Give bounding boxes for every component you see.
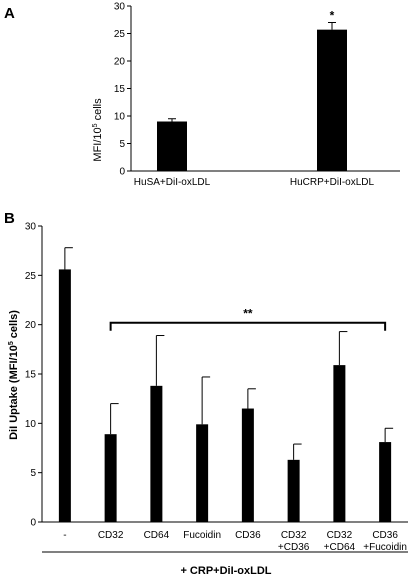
panel-b-y-tick-label: 15 bbox=[25, 370, 37, 381]
panel-b-bar bbox=[333, 365, 346, 522]
panel-b-bar bbox=[150, 385, 163, 522]
panel-b-bar bbox=[241, 408, 254, 522]
panel-b-y-tick-label: 25 bbox=[25, 271, 37, 282]
panel-b-x-axis-label: + CRP+DiI-oxLDL bbox=[180, 565, 271, 577]
panel-b-bar bbox=[58, 269, 71, 522]
panel-b-category-label: - bbox=[63, 530, 66, 541]
panel-a-y-tick-label: 5 bbox=[119, 139, 125, 150]
panel-b-significance-bracket bbox=[109, 321, 387, 331]
panel-b-y-tick-label: 20 bbox=[25, 320, 37, 331]
panel-a-y-tick-label: 0 bbox=[119, 167, 125, 178]
panel-a-y-axis-title: MFI/105 cells bbox=[92, 98, 104, 162]
panel-b-y-tick-label: 10 bbox=[25, 419, 37, 430]
panel-b-bar bbox=[196, 424, 209, 522]
panel-b-category-label: CD32 +CD36 bbox=[278, 530, 310, 553]
panel-a-label: A bbox=[4, 5, 15, 22]
panel-b-category-label: Fucoidin bbox=[183, 530, 221, 541]
panel-a-bar-chart: 0 5 10 15 20 25 30 HuSA+DiI-oxLDL HuCRP+DiI-oxLD… bbox=[114, 2, 400, 188]
panel-b-bar-chart: 0 5 10 15 20 25 30 - CD32 CD64 Fucoidin CD36 CD32 +CD… bbox=[25, 222, 408, 553]
panel-a-y-tick-label: 20 bbox=[114, 57, 126, 68]
panel-a-category-label: HuSA+DiI-oxLDL bbox=[134, 177, 211, 188]
panel-a-y-tick-label: 25 bbox=[114, 29, 126, 40]
panel-b-bar bbox=[104, 434, 117, 522]
panel-a-y-tick-label: 10 bbox=[114, 112, 126, 123]
panel-b-bar bbox=[379, 442, 392, 522]
panel-a-bar bbox=[157, 121, 187, 171]
panel-b-bar bbox=[287, 459, 300, 522]
panel-a-bar bbox=[317, 29, 347, 172]
panel-b-category-label: CD32 bbox=[98, 530, 124, 541]
panel-b-category-label: CD64 bbox=[144, 530, 170, 541]
panel-b-y-tick-label: 5 bbox=[30, 468, 36, 479]
panel-a-significance-marker: * bbox=[330, 9, 335, 23]
panel-b-y-tick-label: 30 bbox=[25, 222, 37, 233]
panel-b-category-label: CD32 +CD64 bbox=[324, 530, 356, 553]
panel-b-label: B bbox=[4, 210, 15, 227]
panel-b-category-label: CD36 bbox=[235, 530, 261, 541]
panel-b-significance-marker: ** bbox=[243, 307, 253, 321]
panel-a-y-tick-label: 15 bbox=[114, 84, 126, 95]
panel-a-category-label: HuCRP+DiI-oxLDL bbox=[290, 177, 375, 188]
panel-b-y-tick-label: 0 bbox=[30, 518, 36, 529]
panel-a-y-tick-label: 30 bbox=[114, 2, 126, 13]
panel-b-y-axis-title: DiI Uptake (MFI/105 cells) bbox=[8, 310, 20, 440]
panel-b-category-label: CD36 +Fucoidin bbox=[363, 530, 407, 553]
